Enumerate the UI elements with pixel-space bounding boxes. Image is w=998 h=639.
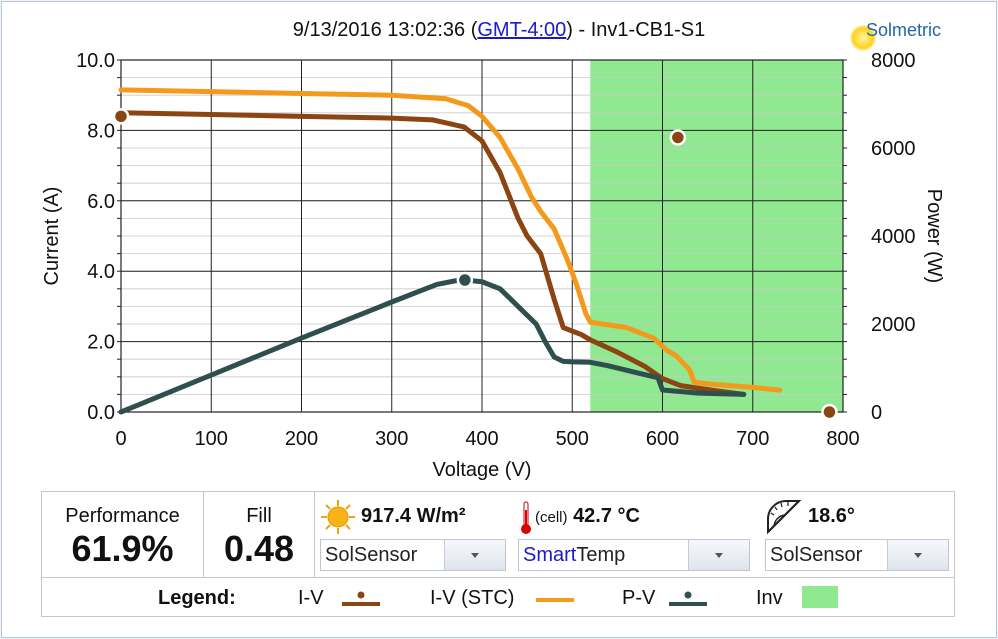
marker-point <box>112 108 130 125</box>
y-tick-label: 2.0 <box>87 332 115 354</box>
series-line-i-v <box>118 110 747 397</box>
timezone-link[interactable]: GMT-4:00 <box>477 19 567 41</box>
tilt-source-dropdown-button[interactable] <box>887 540 948 570</box>
legend-panel <box>41 577 955 617</box>
sun-icon <box>321 500 355 534</box>
x-tick-label: 200 <box>285 428 318 450</box>
legend-iv-swatch <box>342 591 380 606</box>
legend-pv-swatch <box>669 591 707 606</box>
iv-chart: 0 100 200 300 400 500 600 700 800 0.0 2.0 4.0 6.0 8.0… <box>41 50 945 481</box>
smarttemp-accent: Smart <box>523 544 577 566</box>
cell-temp-readout: (cell) 42.7 °C <box>535 505 640 528</box>
smarttemp-rest: Temp <box>576 544 626 566</box>
fill-panel: Fill 0.48 <box>203 491 315 578</box>
legend-iv-stc-swatch <box>536 598 574 602</box>
y-axis-label: Current (A) <box>41 187 63 286</box>
x-tick-label: 800 <box>826 428 859 450</box>
marker-point <box>669 129 687 146</box>
cell-label: (cell) <box>535 509 568 526</box>
legend-label: Legend: <box>158 587 236 609</box>
temperature-value: 42.7 °C <box>573 505 640 527</box>
device-name: Inv1-CB1-S1 <box>590 19 706 41</box>
y2-tick-label: 6000 <box>871 138 916 160</box>
legend-iv-stc-label: I-V (STC) <box>430 587 515 609</box>
y2-tick-label: 4000 <box>871 226 916 248</box>
y2-tick-label: 0 <box>871 402 882 424</box>
fill-value: 0.48 <box>223 528 295 569</box>
marker-point <box>821 403 838 421</box>
thermometer-icon <box>521 501 531 534</box>
y-tick-label: 8.0 <box>87 120 115 142</box>
y-tick-label: 0.0 <box>87 402 115 424</box>
irradiance-source-select[interactable]: SolSensor <box>320 539 506 571</box>
series-line-p-v <box>118 277 747 415</box>
chart-title: 9/13/2016 13:02:36 (GMT-4:00) - Inv1-CB1… <box>292 19 706 41</box>
x-tick-label: 500 <box>556 428 589 450</box>
x-tick-label: 100 <box>195 428 228 450</box>
performance-label: Performance <box>65 505 180 527</box>
x-tick-label: 400 <box>465 428 498 450</box>
x-tick-label: 600 <box>646 428 679 450</box>
y-tick-label: 4.0 <box>87 261 115 283</box>
y2-axis-label: Power (W) <box>923 189 945 283</box>
tilt-source-select[interactable]: SolSensor <box>765 539 949 571</box>
legend-pv-label: P-V <box>622 587 656 609</box>
y2-tick-label: 8000 <box>871 50 916 72</box>
x-tick-label: 700 <box>736 428 769 450</box>
tilt-source-value: SolSensor <box>770 544 863 566</box>
legend-inv-label: Inv <box>756 587 783 609</box>
performance-panel: Performance 61.9% <box>41 491 204 578</box>
timestamp: 9/13/2016 13:02:36 <box>292 19 466 41</box>
temperature-source-value: SmartTemp <box>523 544 625 567</box>
x-tick-label: 300 <box>375 428 408 450</box>
x-axis-label: Voltage (V) <box>433 459 532 481</box>
temperature-source-dropdown-button[interactable] <box>688 540 749 570</box>
performance-value: 61.9% <box>71 528 174 569</box>
legend-iv-label: I-V <box>298 587 324 609</box>
series-line-i-v-stc <box>118 87 783 393</box>
legend-inv-swatch <box>802 586 838 608</box>
irradiance-source-value: SolSensor <box>325 544 418 566</box>
irradiance-source-dropdown-button[interactable] <box>444 540 505 570</box>
y-tick-label: 10.0 <box>76 50 115 72</box>
irradiance-readout: 917.4 W/m² <box>361 505 466 527</box>
tilt-readout: 18.6° <box>808 505 855 527</box>
y2-tick-label: 2000 <box>871 314 916 336</box>
temperature-source-select[interactable]: SmartTemp <box>518 539 750 571</box>
protractor-icon <box>767 500 802 535</box>
logo-sun-icon <box>850 25 876 51</box>
marker-point <box>456 271 474 289</box>
fill-label: Fill <box>246 505 272 527</box>
x-tick-label: 0 <box>115 428 126 450</box>
y-tick-label: 6.0 <box>87 191 115 213</box>
solmetric-logo: Solmetric <box>866 20 942 40</box>
